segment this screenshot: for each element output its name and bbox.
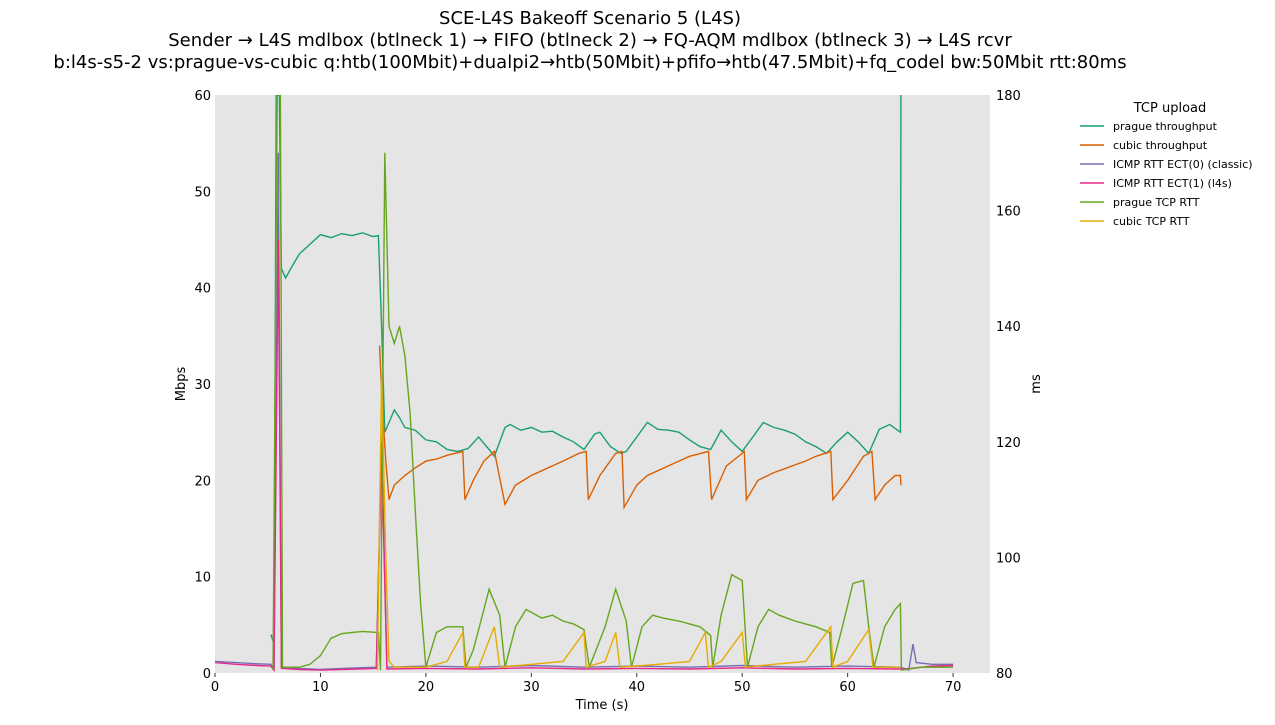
y-tick-label: 60 — [194, 89, 211, 104]
y2-tick-label: 80 — [996, 667, 1013, 682]
x-tick-label: 60 — [839, 680, 856, 695]
x-axis-label: Time (s) — [575, 698, 629, 713]
series-line-prague-throughput — [270, 95, 902, 645]
y-tick-label: 50 — [194, 185, 211, 200]
x-tick-label: 30 — [523, 680, 540, 695]
x-tick-label: 20 — [418, 680, 435, 695]
x-tick-label: 10 — [312, 680, 329, 695]
legend-title: TCP upload — [1133, 101, 1207, 116]
x-tick-label: 70 — [945, 680, 962, 695]
y2-axis-label: ms — [1029, 374, 1044, 394]
y2-tick-label: 160 — [996, 205, 1021, 220]
series-line-cubic-throughput — [378, 345, 902, 510]
x-tick-label: 50 — [734, 680, 751, 695]
legend-entry: cubic TCP RTT — [1113, 215, 1190, 228]
x-tick-label: 40 — [628, 680, 645, 695]
legend: TCP upload prague throughput cubic throug… — [1080, 101, 1253, 228]
y2-tick-label: 140 — [996, 320, 1021, 335]
chart-title-line2: Sender → L4S mdlbox (btlneck 1) → FIFO (… — [168, 30, 1012, 51]
y-tick-label: 0 — [203, 667, 211, 682]
y2-tick-label: 180 — [996, 89, 1021, 104]
x-tick-label: 0 — [211, 680, 219, 695]
y-tick-label: 10 — [194, 571, 211, 586]
y-tick-label: 20 — [194, 474, 211, 489]
y2-tick-label: 100 — [996, 551, 1021, 566]
series-line-icmp-rtt-ect-1-l4s- — [215, 239, 954, 673]
y2-tick-label: 120 — [996, 436, 1021, 451]
plot-area — [215, 95, 990, 673]
legend-entry: ICMP RTT ECT(1) (l4s) — [1113, 177, 1232, 190]
legend-entry: prague TCP RTT — [1113, 196, 1200, 209]
chart-title-line3: b:l4s-s5-2 vs:prague-vs-cubic q:htb(100M… — [53, 52, 1126, 73]
legend-entry: prague throughput — [1113, 120, 1218, 133]
y-tick-label: 30 — [194, 378, 211, 393]
y-axis-label: Mbps — [174, 367, 189, 402]
series-line-prague-tcp-rtt — [272, 95, 954, 671]
legend-entry: cubic throughput — [1113, 139, 1208, 152]
legend-entry: ICMP RTT ECT(0) (classic) — [1113, 158, 1253, 171]
series-line-cubic-tcp-rtt — [376, 378, 901, 671]
y-tick-label: 40 — [194, 282, 211, 297]
chart-title-line1: SCE-L4S Bakeoff Scenario 5 (L4S) — [439, 8, 741, 29]
